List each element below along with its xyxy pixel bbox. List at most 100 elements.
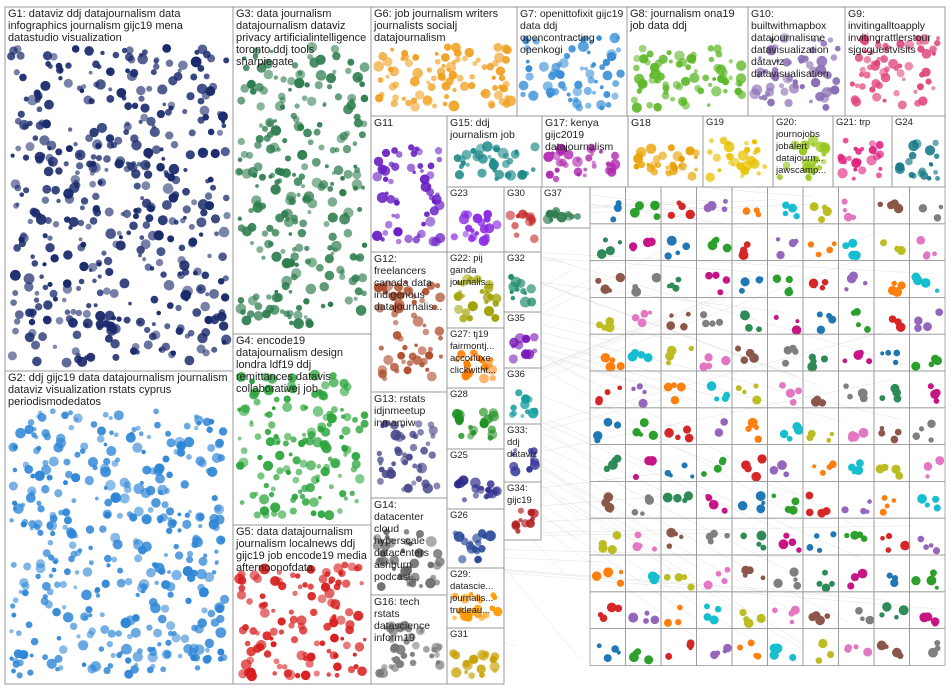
- node-dot: [104, 207, 114, 217]
- node-dot: [221, 123, 227, 129]
- node-dot: [590, 152, 595, 157]
- node-dot: [320, 303, 326, 309]
- node-dot: [103, 666, 111, 675]
- node-dot: [639, 418, 649, 428]
- node-dot: [468, 82, 476, 90]
- node-dot: [27, 669, 34, 676]
- node-dot: [914, 316, 923, 326]
- node-dot: [322, 103, 327, 108]
- node-dot: [334, 672, 340, 678]
- node-dot: [46, 588, 54, 596]
- node-dot: [773, 578, 783, 588]
- node-dot: [876, 640, 887, 651]
- node-dot: [140, 196, 145, 201]
- node-dot: [140, 113, 149, 122]
- node-dot: [234, 573, 245, 584]
- node-dot: [305, 283, 317, 295]
- node-dot: [782, 201, 790, 209]
- node-dot: [108, 87, 113, 92]
- node-dot: [342, 641, 351, 650]
- node-dot: [110, 492, 122, 503]
- node-dot: [89, 170, 95, 176]
- node-dot: [161, 200, 172, 210]
- node-dot: [491, 75, 496, 80]
- node-dot: [522, 35, 529, 42]
- node-dot: [917, 535, 925, 543]
- node-dot: [211, 453, 222, 464]
- node-dot: [324, 510, 335, 521]
- node-dot: [933, 153, 940, 159]
- node-dot: [352, 141, 358, 147]
- node-dot: [312, 406, 324, 417]
- node-dot: [215, 627, 227, 639]
- node-dot: [147, 154, 151, 159]
- node-dot: [205, 292, 210, 297]
- node-dot: [479, 288, 485, 294]
- node-dot: [207, 253, 212, 259]
- node-dot: [307, 583, 314, 590]
- node-dot: [857, 388, 868, 399]
- node-dot: [259, 608, 270, 618]
- node-dot: [483, 209, 492, 219]
- node-dot: [141, 49, 148, 56]
- node-dot: [326, 73, 337, 84]
- node-dot: [717, 289, 724, 296]
- node-dot: [336, 265, 345, 274]
- node-dot: [410, 102, 420, 112]
- node-dot: [240, 447, 248, 455]
- node-dot: [63, 250, 73, 260]
- node-dot: [520, 91, 526, 98]
- node-dot: [201, 607, 208, 614]
- node-dot: [79, 205, 85, 211]
- node-dot: [769, 465, 779, 475]
- group-box-g19: [702, 115, 774, 188]
- node-dot: [334, 93, 343, 101]
- node-dot: [207, 54, 216, 63]
- node-dot: [341, 579, 351, 588]
- node-dot: [285, 469, 292, 475]
- node-dot: [304, 245, 310, 252]
- node-dot: [263, 58, 274, 69]
- group-nodes-g32: [508, 273, 537, 308]
- node-dot: [807, 429, 816, 438]
- node-dot: [596, 35, 602, 41]
- node-dot: [290, 252, 299, 261]
- node-dot: [68, 541, 77, 549]
- node-dot: [591, 571, 602, 581]
- node-dot: [352, 72, 364, 83]
- node-dot: [36, 500, 42, 506]
- node-dot: [784, 505, 792, 514]
- node-dot: [15, 427, 26, 439]
- node-dot: [585, 69, 595, 79]
- node-dot: [121, 47, 128, 54]
- node-dot: [147, 204, 155, 213]
- node-dot: [288, 609, 294, 615]
- node-dot: [310, 373, 315, 379]
- node-dot: [433, 482, 441, 490]
- node-dot: [848, 238, 858, 248]
- node-dot: [146, 624, 153, 631]
- node-dot: [295, 573, 301, 579]
- cluster-cell: [873, 333, 910, 372]
- node-dot: [121, 643, 132, 655]
- node-dot: [28, 318, 36, 326]
- node-dot: [268, 174, 273, 179]
- node-dot: [132, 213, 139, 220]
- node-dot: [107, 629, 116, 638]
- node-dot: [504, 171, 512, 179]
- node-dot: [526, 466, 533, 473]
- node-dot: [158, 567, 166, 575]
- node-dot: [45, 242, 55, 253]
- node-dot: [19, 192, 25, 197]
- node-dot: [203, 73, 210, 80]
- node-dot: [318, 574, 328, 584]
- node-dot: [55, 433, 66, 444]
- node-dot: [301, 437, 309, 445]
- node-dot: [21, 589, 29, 597]
- node-dot: [115, 156, 126, 166]
- node-dot: [113, 432, 119, 438]
- node-dot: [650, 200, 660, 211]
- node-dot: [68, 555, 75, 563]
- node-dot: [82, 567, 93, 577]
- node-dot: [421, 221, 426, 227]
